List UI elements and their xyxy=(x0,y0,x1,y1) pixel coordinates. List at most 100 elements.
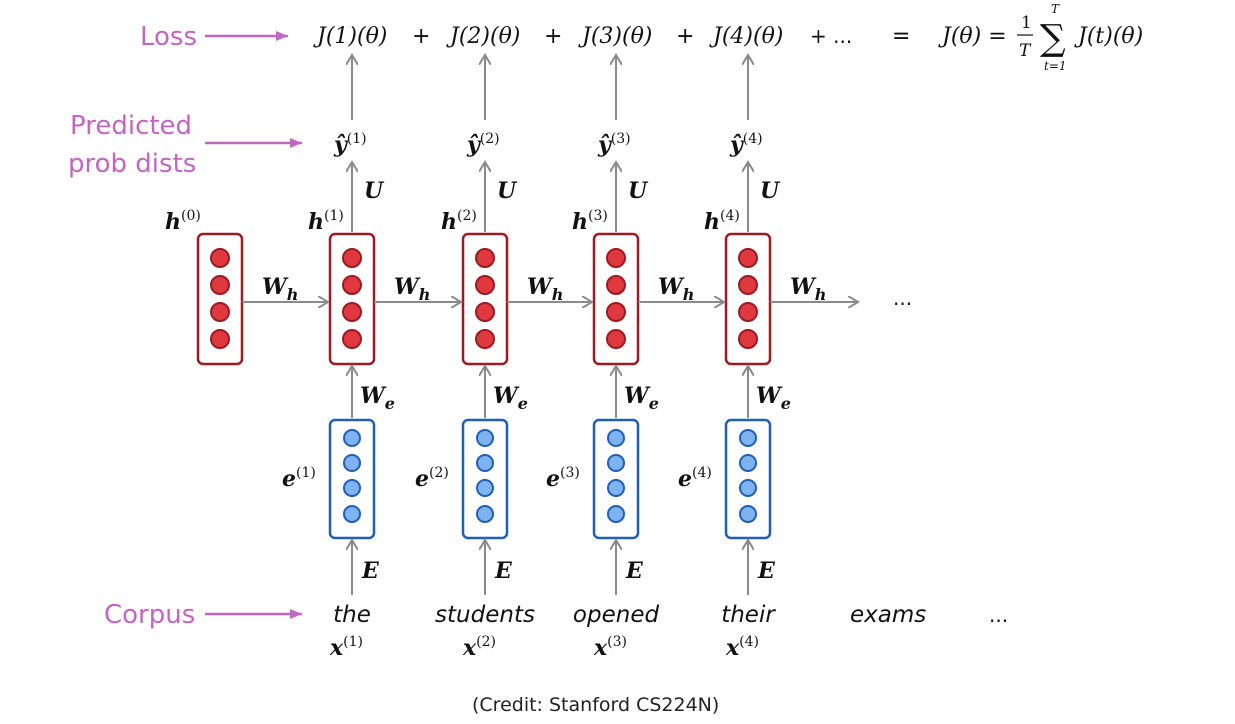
we-weight-label: We xyxy=(360,383,395,413)
loss-term: J(2)(θ) xyxy=(446,24,520,49)
hidden-neuron xyxy=(342,248,362,268)
e-matrix-label: E xyxy=(757,558,776,584)
svg-text:Wh: Wh xyxy=(790,274,826,304)
x-label: x(4) xyxy=(725,634,759,661)
embedding-neuron xyxy=(607,454,625,472)
corpus-word: students xyxy=(435,602,535,628)
h0-neuron xyxy=(210,248,230,268)
hidden-neuron xyxy=(475,302,495,322)
e-matrix-label: E xyxy=(625,558,644,584)
embedding-neuron xyxy=(343,429,361,447)
plus-sign: + xyxy=(412,24,430,49)
embedding-neuron xyxy=(343,479,361,497)
credit-caption: (Credit: Stanford CS224N) xyxy=(472,694,719,716)
loss-term-text: J(3)(θ) xyxy=(578,24,652,49)
h-label: h(1) xyxy=(308,208,344,235)
e-matrix-label: E xyxy=(494,558,513,584)
hidden-state-0: h(0) xyxy=(165,208,244,366)
e-label: e(1) xyxy=(282,465,316,492)
hidden-neuron xyxy=(606,302,626,322)
hidden-neuron xyxy=(606,248,626,268)
corpus-ellipsis: ... xyxy=(989,603,1008,627)
plus-sign: + xyxy=(676,24,694,49)
loss-term: J(1)(θ) xyxy=(313,24,387,49)
predicted-label-line1: Predicted xyxy=(70,111,192,141)
loss-row-label: Loss xyxy=(140,22,288,52)
e-label: e(4) xyxy=(678,465,712,492)
hidden-box xyxy=(724,232,772,366)
embedding-neuron xyxy=(343,454,361,472)
wh-weight-label: Wh xyxy=(262,274,298,304)
hidden-neuron xyxy=(606,329,626,349)
embedding-neuron xyxy=(476,429,494,447)
loss-term-text: J(4)(θ) xyxy=(709,24,783,49)
embedding-neuron xyxy=(739,429,757,447)
fraction-denominator: T xyxy=(1019,41,1032,61)
wh-weight-label: Wh xyxy=(658,274,694,304)
sum-lower: t=1 xyxy=(1044,59,1067,73)
loss-term: J(3)(θ) xyxy=(578,24,652,49)
u-weight-label: U xyxy=(760,178,781,204)
hidden-neuron xyxy=(738,275,758,295)
we-weight-label: We xyxy=(624,383,659,413)
embedding-neuron xyxy=(739,479,757,497)
hidden-neuron xyxy=(475,329,495,349)
corpus-row-label: Corpus xyxy=(104,600,302,630)
corpus-word: their xyxy=(721,602,776,628)
h0-neuron xyxy=(210,329,230,349)
hidden-neuron xyxy=(738,329,758,349)
sum-term: J(t)(θ) xyxy=(1074,24,1143,49)
hidden-neuron xyxy=(738,302,758,322)
x-label: x(1) xyxy=(329,634,363,661)
e-label: e(3) xyxy=(546,465,580,492)
h0-neuron xyxy=(210,275,230,295)
hidden-box xyxy=(461,232,509,366)
loss-row: J(1)(θ) J(2)(θ) J(3)(θ) J(4)(θ) + + + + ... = J(θ… xyxy=(313,2,1143,73)
embedding-neuron xyxy=(476,505,494,523)
yhat-label: ŷ(4) xyxy=(729,131,763,158)
embedding-neuron xyxy=(739,505,757,523)
e-label: e(2) xyxy=(415,465,449,492)
embedding-neuron xyxy=(739,454,757,472)
corpus-word: the xyxy=(333,602,371,628)
hidden-neuron xyxy=(475,248,495,268)
h0-neuron xyxy=(210,302,230,322)
equals-sign: = xyxy=(892,24,910,49)
loss-label: Loss xyxy=(140,22,197,52)
u-weight-label: U xyxy=(364,178,385,204)
hidden-neuron xyxy=(738,248,758,268)
wh-label-tail: Wh xyxy=(790,274,826,304)
plus-sign: + xyxy=(544,24,562,49)
embedding-neuron xyxy=(476,479,494,497)
corpus-word-exams: exams xyxy=(850,602,926,628)
hidden-neuron xyxy=(342,329,362,349)
fraction-numerator: 1 xyxy=(1021,13,1032,33)
hidden-box xyxy=(328,232,376,366)
yhat-label: ŷ(2) xyxy=(466,131,500,158)
we-weight-label: We xyxy=(493,383,528,413)
hidden-box xyxy=(592,232,640,366)
we-weight-label: We xyxy=(756,383,791,413)
hidden-neuron xyxy=(606,275,626,295)
predicted-label-line2: prob dists xyxy=(68,149,196,179)
u-weight-label: U xyxy=(628,178,649,204)
x-label: x(3) xyxy=(593,634,627,661)
h-label: h(2) xyxy=(441,208,477,235)
hidden-neuron xyxy=(342,275,362,295)
corpus-word: opened xyxy=(573,602,660,628)
x-label: x(2) xyxy=(462,634,496,661)
corpus-label: Corpus xyxy=(104,600,195,630)
hidden-neuron xyxy=(475,275,495,295)
u-weight-label: U xyxy=(497,178,518,204)
embedding-neuron xyxy=(607,479,625,497)
embedding-neuron xyxy=(343,505,361,523)
embedding-neuron xyxy=(607,505,625,523)
wh-weight-label: Wh xyxy=(394,274,430,304)
total-loss-lhs: J(θ) = xyxy=(938,24,1007,49)
plus-ellipsis: + ... xyxy=(810,24,852,48)
